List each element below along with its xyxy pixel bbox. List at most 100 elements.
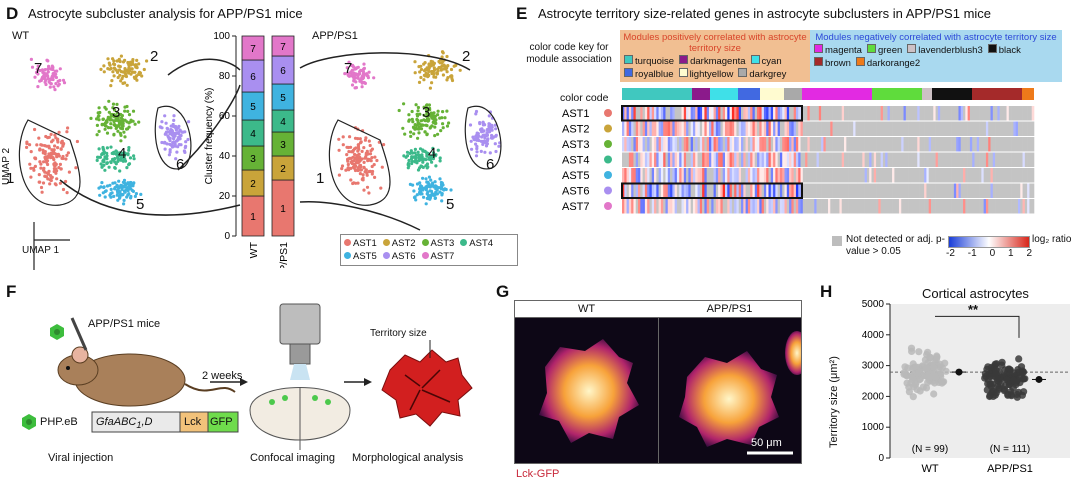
heatmap-cell	[848, 183, 852, 198]
heatmap-cell	[745, 121, 749, 136]
step-morphological-analysis: Morphological analysis	[352, 452, 464, 464]
heatmap-cell	[871, 199, 875, 214]
stack-segment-label: 2	[250, 179, 256, 190]
panel-label-f: F	[6, 282, 17, 301]
heatmap-cell	[743, 168, 746, 183]
umap-point	[405, 150, 410, 154]
umap-point	[35, 67, 39, 71]
heatmap-cell	[828, 121, 831, 136]
heatmap-cell	[830, 121, 833, 136]
heatmap-cell	[642, 137, 646, 152]
heatmap-cell	[910, 199, 913, 214]
heatmap-cell	[640, 152, 643, 167]
umap-point	[127, 162, 132, 166]
heatmap-cell	[898, 106, 902, 121]
umap-point	[429, 193, 433, 197]
umap-point	[33, 75, 37, 79]
heatmap-row-label: AST1	[562, 108, 590, 120]
heatmap-cell	[942, 106, 946, 121]
heatmap-cell	[873, 168, 877, 183]
heatmap-cell	[956, 152, 959, 167]
heatmap-cell	[951, 183, 955, 198]
heatmap-cell	[898, 199, 902, 214]
heatmap-cell	[649, 199, 653, 214]
heatmap-cell	[985, 121, 989, 136]
heatmap-cell	[791, 106, 794, 121]
umap-point	[475, 150, 479, 154]
heatmap-cell	[947, 168, 950, 183]
heatmap-cell	[869, 199, 872, 214]
territory-label: Territory size	[370, 328, 427, 339]
umap-point	[406, 163, 410, 167]
heatmap-cell	[841, 152, 845, 167]
scale-tick: 2	[1026, 248, 1032, 259]
umap-point	[426, 74, 430, 78]
umap-point	[30, 65, 35, 69]
heatmap-cell	[786, 152, 790, 167]
heatmap-cell	[816, 183, 820, 198]
umap-point	[105, 131, 110, 135]
heatmap-cell	[914, 168, 918, 183]
heatmap-cell	[816, 121, 820, 136]
module-key-black: black	[987, 44, 1021, 57]
umap-point	[349, 156, 353, 160]
heatmap-cell	[779, 121, 783, 136]
heatmap-cell	[683, 183, 687, 198]
heatmap-cell	[736, 183, 740, 198]
heatmap-cell	[935, 183, 939, 198]
heatmap-cell	[768, 121, 772, 136]
heatmap-cell	[953, 152, 957, 167]
heatmap-cell	[830, 199, 833, 214]
heatmap-cell	[853, 137, 856, 152]
heatmap-cell	[809, 106, 813, 121]
heatmap-cell	[656, 121, 659, 136]
heatmap-cell	[951, 137, 955, 152]
umap-point	[362, 66, 366, 70]
heatmap-cell	[642, 199, 646, 214]
heatmap-cell	[830, 183, 833, 198]
umap-point	[410, 160, 414, 164]
umap-point	[426, 165, 430, 169]
heatmap-cell	[750, 183, 753, 198]
heatmap-cell	[786, 106, 790, 121]
heatmap-cell	[679, 183, 682, 198]
heatmap-cell	[725, 106, 728, 121]
heatmap-cell	[731, 199, 735, 214]
heatmap-cell	[999, 168, 1003, 183]
heatmap-cell	[633, 199, 637, 214]
log-ratio-colorbar	[948, 236, 1030, 248]
heatmap-cell	[1020, 183, 1023, 198]
heatmap-cell	[1006, 168, 1010, 183]
wt-umap-label: WT	[12, 30, 30, 42]
heatmap-cell	[992, 137, 996, 152]
heatmap-cell	[924, 137, 927, 152]
heatmap-cell	[837, 183, 840, 198]
heatmap-cell	[805, 137, 808, 152]
heatmap-cell	[759, 137, 762, 152]
heatmap-cell	[958, 168, 962, 183]
heatmap-cell	[862, 137, 865, 152]
umap-point	[179, 133, 183, 138]
heatmap-cell	[873, 199, 877, 214]
umap-point	[341, 143, 345, 147]
heatmap-cell	[880, 137, 884, 152]
heatmap-cell	[688, 183, 691, 198]
heatmap-cell	[1013, 168, 1016, 183]
heatmap-cell	[976, 199, 980, 214]
heatmap-cell	[956, 168, 959, 183]
heatmap-cell	[690, 137, 694, 152]
heatmap-cell	[933, 168, 936, 183]
heatmap-cell	[956, 106, 959, 121]
heatmap-cell	[665, 137, 669, 152]
color-code-turquoise	[622, 88, 692, 100]
umap-point	[422, 78, 426, 82]
heatmap-cell	[969, 137, 973, 152]
heatmap-cell	[670, 168, 673, 183]
heatmap-cell	[786, 121, 790, 136]
heatmap-cell	[793, 152, 797, 167]
weeks-label: 2 weeks	[202, 370, 243, 382]
umap-point	[121, 120, 125, 124]
umap-point	[361, 76, 366, 80]
negative-modules-header: Modules negatively correlated with astro…	[815, 32, 1057, 43]
heatmap-cell	[1017, 168, 1021, 183]
